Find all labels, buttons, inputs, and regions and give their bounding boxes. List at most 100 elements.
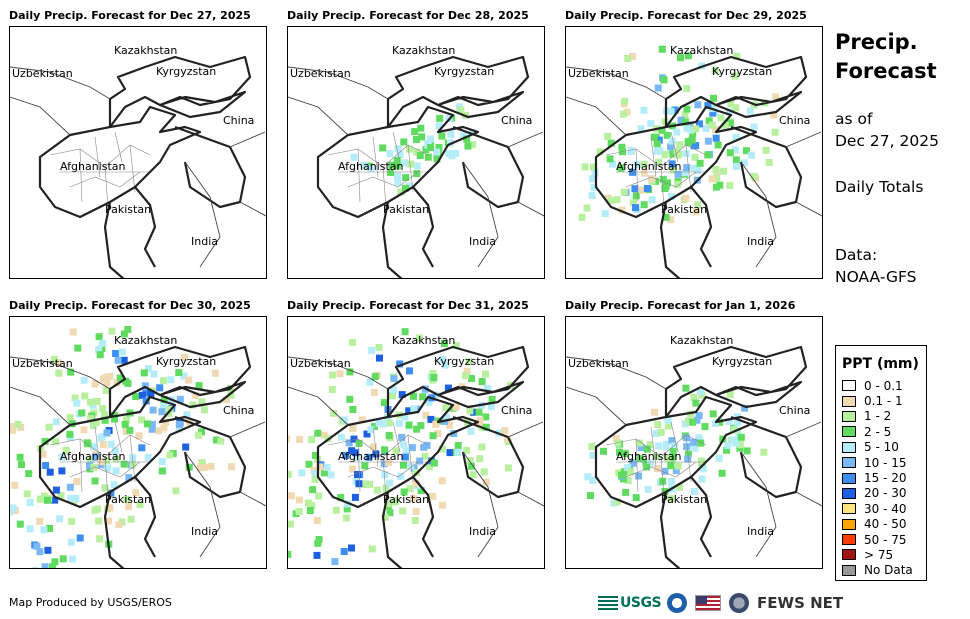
precip-cell xyxy=(369,443,377,451)
precip-cell xyxy=(386,509,394,517)
precip-cell xyxy=(102,387,110,394)
precip-cell xyxy=(329,371,337,379)
precip-cell xyxy=(463,135,471,143)
precip-cell xyxy=(86,462,93,470)
precip-cell xyxy=(380,460,388,468)
precip-cell xyxy=(148,420,156,428)
precip-cell xyxy=(470,408,477,416)
precip-cell xyxy=(314,429,322,437)
precip-cell xyxy=(365,453,373,461)
precip-cell xyxy=(368,346,376,354)
legend-item: 40 - 50 xyxy=(842,517,920,532)
precip-cell xyxy=(631,185,639,193)
precip-cell xyxy=(180,372,188,380)
country-label-kazakhstan: Kazakhstan xyxy=(392,334,456,347)
precip-cell xyxy=(621,97,629,105)
precip-cell xyxy=(136,501,144,509)
forecast-title: Precip. Forecast xyxy=(835,28,937,86)
precip-cell xyxy=(637,125,645,133)
precip-cell xyxy=(426,135,434,143)
precip-cell xyxy=(387,169,395,176)
precip-cell xyxy=(167,376,175,384)
precip-cell xyxy=(467,427,475,435)
precip-cell xyxy=(476,416,484,424)
precip-cell xyxy=(313,517,321,524)
precip-cell xyxy=(175,425,183,433)
legend-swatch xyxy=(842,441,856,453)
precip-cell xyxy=(355,439,363,447)
precip-cell xyxy=(375,343,383,351)
country-label-afghanistan: Afghanistan xyxy=(616,160,682,173)
as-of-date: as of Dec 27, 2025 xyxy=(835,108,939,152)
precip-cell xyxy=(683,105,691,113)
precip-cell xyxy=(426,463,433,471)
precip-cell xyxy=(198,398,206,406)
precip-cell xyxy=(410,405,418,413)
precip-cell xyxy=(674,170,682,178)
precip-cell xyxy=(405,407,413,415)
precip-cell xyxy=(346,395,354,403)
precip-cell xyxy=(132,393,140,400)
precip-cell xyxy=(654,84,662,92)
precip-cell xyxy=(676,141,684,149)
precip-cell xyxy=(416,457,424,465)
as-of-value: Dec 27, 2025 xyxy=(835,132,939,150)
precip-cell xyxy=(111,415,118,423)
precip-cell xyxy=(688,136,696,144)
precip-cell xyxy=(295,508,303,515)
precip-cell xyxy=(41,563,49,568)
country-label-kazakhstan: Kazakhstan xyxy=(114,334,178,347)
precip-cell xyxy=(646,459,654,467)
as-of-label: as of xyxy=(835,110,873,128)
precip-cell xyxy=(17,461,25,469)
precip-cell xyxy=(413,136,420,143)
map-canvas xyxy=(566,345,822,568)
country-label-afghanistan: Afghanistan xyxy=(338,450,404,463)
precip-cell xyxy=(661,151,669,159)
precip-cell xyxy=(80,426,88,434)
precip-cell xyxy=(462,372,470,380)
precip-cell xyxy=(425,398,433,406)
precip-cell xyxy=(600,447,607,455)
precip-cell xyxy=(656,147,664,155)
precip-cell xyxy=(52,438,60,446)
precip-cell xyxy=(662,443,670,451)
precip-cell xyxy=(662,213,670,221)
precip-cell xyxy=(413,170,421,178)
precip-cell xyxy=(771,128,779,136)
precip-cell xyxy=(367,426,375,434)
precip-cell xyxy=(746,107,754,115)
precip-cell xyxy=(45,423,53,431)
precip-cell xyxy=(182,443,190,451)
precip-cell xyxy=(436,114,444,122)
minor-borders xyxy=(10,356,266,558)
precip-cell xyxy=(120,330,128,338)
precip-cell xyxy=(482,413,490,421)
precip-cell xyxy=(366,378,374,386)
precip-cell xyxy=(698,475,706,483)
precip-cell xyxy=(620,188,628,196)
country-label-kyrgyzstan: Kyrgyzstan xyxy=(434,65,495,78)
precip-cell xyxy=(689,418,697,426)
precip-cell xyxy=(175,369,183,377)
precip-cell xyxy=(681,169,689,177)
precip-cell xyxy=(584,473,592,481)
precip-cell xyxy=(638,186,646,194)
precip-cell xyxy=(80,376,88,384)
precip-cell xyxy=(447,130,455,138)
precip-cell xyxy=(398,391,406,399)
precip-cell xyxy=(311,475,319,483)
country-label-afghanistan: Afghanistan xyxy=(338,160,404,173)
legend-swatch xyxy=(842,518,856,530)
usgs-logo: USGS xyxy=(598,595,662,611)
precip-cell xyxy=(732,104,740,112)
precip-cell xyxy=(296,436,304,443)
precip-cell xyxy=(660,76,668,84)
precip-cell xyxy=(124,379,132,387)
precip-cell xyxy=(704,151,712,159)
precip-cell xyxy=(392,497,400,505)
precip-cell xyxy=(478,378,486,385)
legend-item: 5 - 10 xyxy=(842,440,920,455)
precip-cell xyxy=(664,416,672,424)
precip-cell xyxy=(147,390,155,398)
